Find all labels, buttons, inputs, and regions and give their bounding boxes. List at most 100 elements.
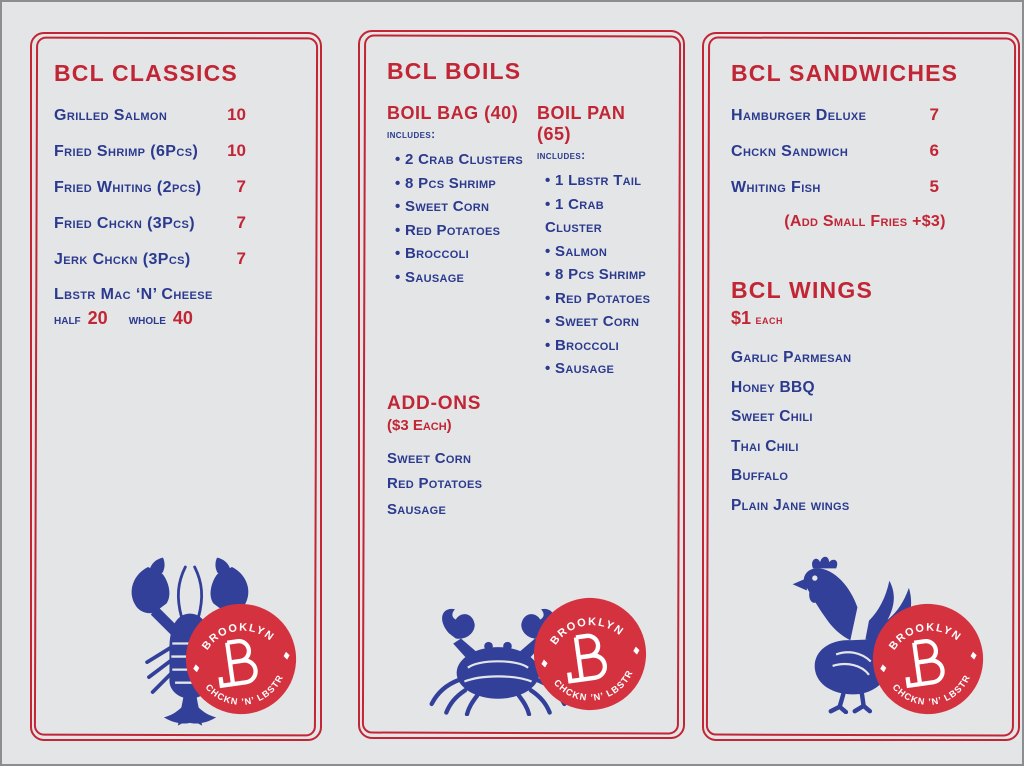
list-item: 8 Pcs Shrimp bbox=[395, 172, 537, 196]
panel-classics: BCL CLASSICS Grilled Salmon 10 Fried Shr… bbox=[30, 32, 322, 741]
item-price: 7 bbox=[236, 177, 246, 196]
item-price: 10 bbox=[227, 105, 246, 124]
svg-text:BROOKLYN: BROOKLYN bbox=[546, 611, 628, 648]
addons-section: ADD-ONS ($3 Each) Sweet Corn Red Potatoe… bbox=[387, 393, 663, 523]
wing-flavor: Sweet Chili bbox=[731, 408, 813, 425]
lobster-illustration bbox=[131, 557, 249, 726]
item-name: Whiting Fish bbox=[731, 179, 821, 196]
includes-label: includes: bbox=[387, 127, 436, 141]
boil-pan-list: 1 Lbstr Tail 1 Crab Cluster Salmon 8 Pcs… bbox=[537, 169, 663, 381]
menu-item-row: Jerk Chckn (3Pcs) 7 bbox=[54, 249, 246, 270]
wing-flavor: Buffalo bbox=[731, 467, 789, 484]
badge-bottom-text: CHCKN ’N’ LBSTR bbox=[203, 672, 289, 712]
sandwiches-title: BCL SANDWICHES bbox=[731, 60, 959, 86]
badge-top-text: BROOKLYN bbox=[884, 617, 964, 654]
addons-heading: ADD-ONS bbox=[387, 392, 482, 414]
menu-item-row: Fried Chckn (3Pcs) 7 bbox=[54, 213, 246, 234]
item-price: 10 bbox=[227, 141, 246, 160]
list-item: Sweet Corn bbox=[545, 310, 663, 334]
boil-bag-column: BOIL BAG (40) includes: 2 Crab Clusters … bbox=[387, 103, 537, 381]
menu-item-row: Grilled Salmon 10 bbox=[54, 105, 246, 126]
classics-title: BCL CLASSICS bbox=[54, 60, 238, 86]
wings-price-unit: each bbox=[755, 312, 783, 327]
boils-title: BCL BOILS bbox=[387, 58, 522, 84]
badge-monogram bbox=[218, 639, 258, 689]
whole-label: whole bbox=[128, 311, 166, 327]
half-label: half bbox=[54, 311, 81, 327]
menu-item-row: Whiting Fish 5 bbox=[731, 177, 939, 198]
crab-illustration bbox=[429, 608, 567, 716]
addon-item: Red Potatoes bbox=[387, 475, 483, 492]
list-item: Broccoli bbox=[395, 242, 537, 266]
list-item: Sausage bbox=[395, 266, 537, 290]
wings-price: $1 bbox=[731, 308, 752, 328]
brand-badge: BROOKLYN CHCKN ’N’ LBSTR bbox=[872, 603, 984, 715]
wing-flavor: Garlic Parmesan bbox=[731, 349, 852, 366]
panel-boils: BCL BOILS BOIL BAG (40) includes: 2 Crab… bbox=[358, 30, 685, 739]
boil-pan-heading: BOIL PAN (65) bbox=[537, 103, 626, 144]
whole-price: 40 bbox=[172, 308, 193, 328]
wing-flavor: Plain Jane wings bbox=[731, 496, 850, 514]
wings-title: BCL WINGS bbox=[731, 277, 873, 303]
list-item: Red Potatoes bbox=[545, 287, 663, 311]
badge-bottom-text: CHCKN ’N’ LBSTR bbox=[890, 672, 976, 712]
item-price: 6 bbox=[929, 141, 939, 160]
wings-price-line: $1 each bbox=[731, 308, 998, 329]
item-name: Hamburger Deluxe bbox=[731, 107, 867, 124]
badge-star-left bbox=[880, 664, 887, 673]
brand-badge: BROOKLYN CHCKN ’N’ LBSTR bbox=[185, 603, 297, 715]
svg-text:BROOKLYN: BROOKLYN bbox=[884, 617, 964, 654]
list-item: Sweet Corn bbox=[395, 195, 537, 219]
wing-flavor: Honey BBQ bbox=[731, 378, 815, 396]
menu-item-row: Hamburger Deluxe 7 bbox=[731, 105, 939, 126]
badge-star-left bbox=[541, 659, 548, 668]
menu-item-row: Fried Shrimp (6Pcs) 10 bbox=[54, 141, 246, 162]
item-price: 7 bbox=[929, 105, 939, 124]
item-name: Jerk Chckn (3Pcs) bbox=[54, 251, 191, 268]
item-price: 7 bbox=[236, 249, 246, 268]
addon-item: Sweet Corn bbox=[387, 449, 472, 467]
item-name: Grilled Salmon bbox=[54, 107, 168, 124]
item-name: Fried Whiting (2pcs) bbox=[54, 179, 202, 196]
fries-note: (Add Small Fries +$3) bbox=[784, 213, 946, 230]
svg-text:BROOKLYN: BROOKLYN bbox=[197, 617, 277, 654]
includes-label: includes: bbox=[537, 148, 586, 162]
menu-item-row: Chckn Sandwich 6 bbox=[731, 141, 939, 162]
badge-star-left bbox=[193, 664, 200, 673]
svg-text:CHCKN ’N’ LBSTR: CHCKN ’N’ LBSTR bbox=[203, 672, 289, 712]
boil-columns: BOIL BAG (40) includes: 2 Crab Clusters … bbox=[387, 103, 663, 381]
badge-top-text: BROOKLYN bbox=[197, 617, 277, 654]
svg-text:CHCKN ’N’ LBSTR: CHCKN ’N’ LBSTR bbox=[551, 667, 638, 708]
item-price: 7 bbox=[236, 213, 246, 232]
badge-star-right bbox=[633, 646, 640, 655]
special-item-prices: half 20 whole 40 bbox=[54, 308, 298, 329]
list-item: 1 Crab Cluster bbox=[545, 193, 663, 240]
list-item: Broccoli bbox=[545, 334, 663, 358]
addon-item: Sausage bbox=[387, 500, 447, 518]
badge-monogram bbox=[567, 633, 608, 684]
wing-flavor: Thai Chili bbox=[731, 437, 799, 455]
brand-badge: BROOKLYN CHCKN ’N’ LBSTR bbox=[533, 597, 647, 711]
svg-text:CHCKN ’N’ LBSTR: CHCKN ’N’ LBSTR bbox=[890, 672, 976, 712]
list-item: Salmon bbox=[545, 240, 663, 264]
boil-pan-column: BOIL PAN (65) includes: 1 Lbstr Tail 1 C… bbox=[537, 103, 663, 381]
boil-bag-heading: BOIL BAG (40) bbox=[387, 103, 519, 123]
wings-section: BCL WINGS $1 each Garlic Parmesan Honey … bbox=[731, 277, 998, 520]
badge-monogram bbox=[905, 639, 945, 689]
addons-subheading: ($3 Each) bbox=[387, 416, 452, 434]
half-price: 20 bbox=[87, 308, 108, 328]
badge-star-right bbox=[283, 651, 290, 660]
list-item: 2 Crab Clusters bbox=[395, 148, 537, 172]
badge-bottom-text: CHCKN ’N’ LBSTR bbox=[551, 667, 638, 708]
special-item: Lbstr Mac ‘N’ Cheese half 20 whole 40 bbox=[54, 285, 298, 329]
item-name: Chckn Sandwich bbox=[731, 143, 849, 160]
item-price: 5 bbox=[929, 177, 939, 196]
special-item-name: Lbstr Mac ‘N’ Cheese bbox=[54, 286, 213, 303]
boil-bag-list: 2 Crab Clusters 8 Pcs Shrimp Sweet Corn … bbox=[387, 148, 537, 289]
badge-star-right bbox=[970, 651, 977, 660]
list-item: 1 Lbstr Tail bbox=[545, 169, 663, 193]
list-item: Red Potatoes bbox=[395, 219, 537, 243]
badge-top-text: BROOKLYN bbox=[546, 611, 628, 648]
chicken-illustration bbox=[792, 556, 912, 714]
